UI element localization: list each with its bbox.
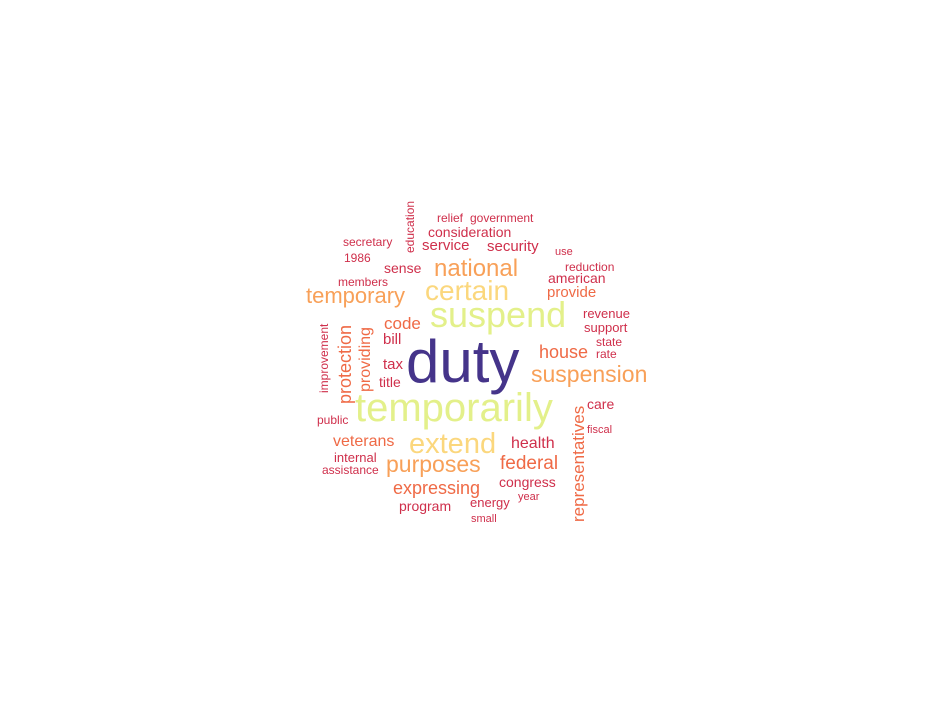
word-representatives: representatives xyxy=(569,406,588,522)
word-sense: sense xyxy=(384,260,422,276)
word-government: government xyxy=(470,211,534,225)
word-relief: relief xyxy=(437,211,464,225)
word-support: support xyxy=(584,320,628,335)
word-improvement: improvement xyxy=(317,323,331,393)
word-service: service xyxy=(422,237,470,254)
word-consideration: consideration xyxy=(428,224,511,240)
word-national: national xyxy=(434,255,518,282)
word-small: small xyxy=(471,513,497,525)
word-veterans: veterans xyxy=(333,433,394,450)
word-code: code xyxy=(384,314,421,333)
word-rate: rate xyxy=(596,347,617,361)
word-revenue: revenue xyxy=(583,306,630,321)
word-1986: 1986 xyxy=(344,251,371,265)
word-use: use xyxy=(555,246,573,258)
word-assistance: assistance xyxy=(322,463,379,477)
word-extend: extend xyxy=(409,428,496,460)
word-care: care xyxy=(587,396,614,412)
word-suspension: suspension xyxy=(531,361,647,387)
word-american: american xyxy=(548,270,606,286)
word-secretary: secretary xyxy=(343,235,392,249)
word-title: title xyxy=(379,374,401,390)
word-energy: energy xyxy=(470,495,510,510)
word-temporarily: temporarily xyxy=(355,386,553,430)
word-education: education xyxy=(403,201,417,253)
word-house: house xyxy=(539,342,588,362)
word-suspend: suspend xyxy=(430,294,566,335)
word-health: health xyxy=(511,435,555,452)
word-year: year xyxy=(518,491,540,503)
word-fiscal: fiscal xyxy=(587,424,612,436)
word-providing: providing xyxy=(357,327,374,392)
word-security: security xyxy=(487,238,539,255)
word-purposes: purposes xyxy=(386,451,481,477)
word-protection: protection xyxy=(335,325,355,404)
word-duty: duty xyxy=(406,328,519,395)
word-temporary: temporary xyxy=(306,283,405,308)
word-congress: congress xyxy=(499,474,556,490)
word-public: public xyxy=(317,413,348,427)
word-tax: tax xyxy=(383,356,404,373)
word-certain: certain xyxy=(425,275,509,306)
word-bill: bill xyxy=(383,331,401,348)
word-program: program xyxy=(399,498,451,514)
word-federal: federal xyxy=(500,453,558,474)
word-provide: provide xyxy=(547,284,596,301)
word-state: state xyxy=(596,335,622,349)
word-internal: internal xyxy=(334,450,377,465)
word-members: members xyxy=(338,275,388,289)
word-reduction: reduction xyxy=(565,260,614,274)
word-expressing: expressing xyxy=(393,478,480,498)
